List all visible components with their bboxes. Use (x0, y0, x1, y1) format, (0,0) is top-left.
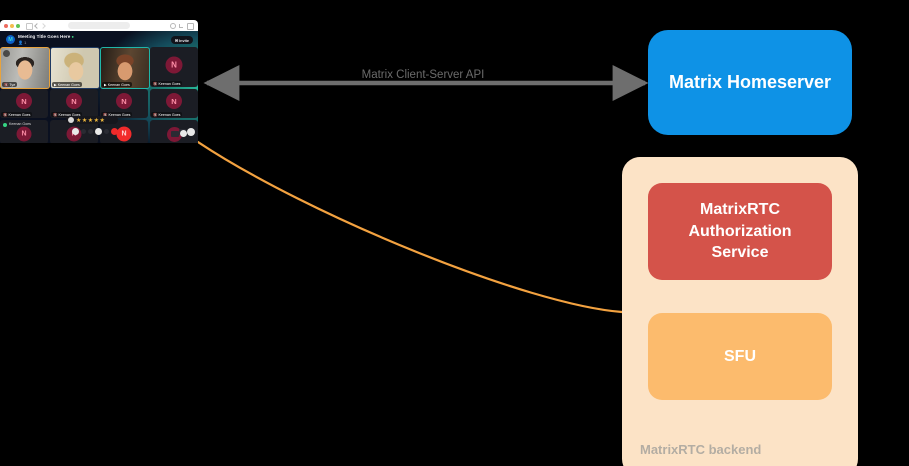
svg-text:Matrix Client-Server API: Matrix Client-Server API (362, 69, 485, 81)
